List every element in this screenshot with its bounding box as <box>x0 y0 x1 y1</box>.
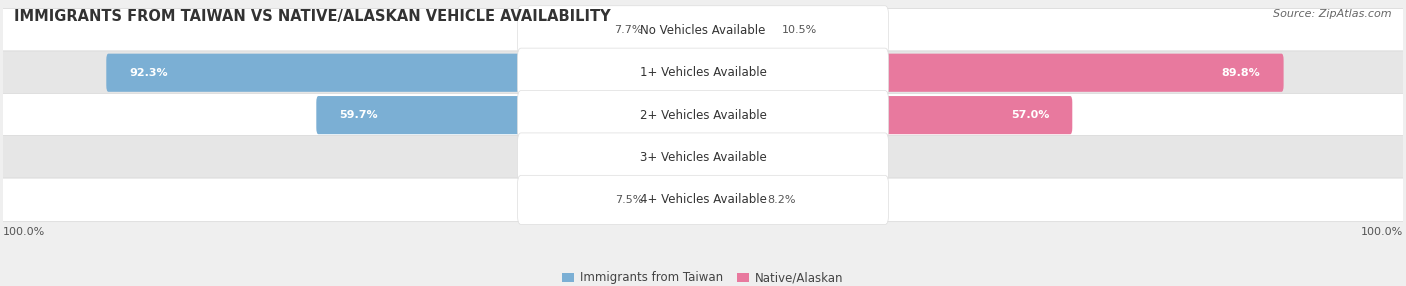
Text: 22.7%: 22.7% <box>790 152 828 162</box>
Text: 3+ Vehicles Available: 3+ Vehicles Available <box>640 151 766 164</box>
FancyBboxPatch shape <box>3 93 1403 137</box>
Text: 92.3%: 92.3% <box>129 68 169 78</box>
FancyBboxPatch shape <box>517 6 889 55</box>
Text: 1+ Vehicles Available: 1+ Vehicles Available <box>640 66 766 79</box>
Text: 57.0%: 57.0% <box>1011 110 1049 120</box>
FancyBboxPatch shape <box>702 181 758 219</box>
FancyBboxPatch shape <box>3 9 1403 52</box>
FancyBboxPatch shape <box>107 54 704 92</box>
FancyBboxPatch shape <box>651 11 704 49</box>
Text: 100.0%: 100.0% <box>1361 227 1403 237</box>
Text: 100.0%: 100.0% <box>3 227 45 237</box>
Text: IMMIGRANTS FROM TAIWAN VS NATIVE/ALASKAN VEHICLE AVAILABILITY: IMMIGRANTS FROM TAIWAN VS NATIVE/ALASKAN… <box>14 9 610 23</box>
Text: Source: ZipAtlas.com: Source: ZipAtlas.com <box>1274 9 1392 19</box>
Text: 2+ Vehicles Available: 2+ Vehicles Available <box>640 109 766 122</box>
Text: 7.7%: 7.7% <box>613 25 643 35</box>
Text: 10.5%: 10.5% <box>782 25 817 35</box>
FancyBboxPatch shape <box>652 181 704 219</box>
FancyBboxPatch shape <box>3 51 1403 95</box>
Text: 59.7%: 59.7% <box>339 110 378 120</box>
FancyBboxPatch shape <box>517 133 889 182</box>
FancyBboxPatch shape <box>316 96 704 134</box>
Text: 7.5%: 7.5% <box>614 195 644 205</box>
FancyBboxPatch shape <box>702 11 773 49</box>
Text: No Vehicles Available: No Vehicles Available <box>640 24 766 37</box>
FancyBboxPatch shape <box>558 138 704 176</box>
FancyBboxPatch shape <box>3 136 1403 179</box>
Text: 22.1%: 22.1% <box>582 152 620 162</box>
FancyBboxPatch shape <box>517 91 889 140</box>
FancyBboxPatch shape <box>517 175 889 225</box>
FancyBboxPatch shape <box>3 178 1403 222</box>
Text: 4+ Vehicles Available: 4+ Vehicles Available <box>640 193 766 206</box>
Text: 8.2%: 8.2% <box>768 195 796 205</box>
FancyBboxPatch shape <box>702 138 852 176</box>
FancyBboxPatch shape <box>702 96 1073 134</box>
FancyBboxPatch shape <box>702 54 1284 92</box>
Legend: Immigrants from Taiwan, Native/Alaskan: Immigrants from Taiwan, Native/Alaskan <box>562 271 844 285</box>
FancyBboxPatch shape <box>517 48 889 97</box>
Text: 89.8%: 89.8% <box>1222 68 1261 78</box>
